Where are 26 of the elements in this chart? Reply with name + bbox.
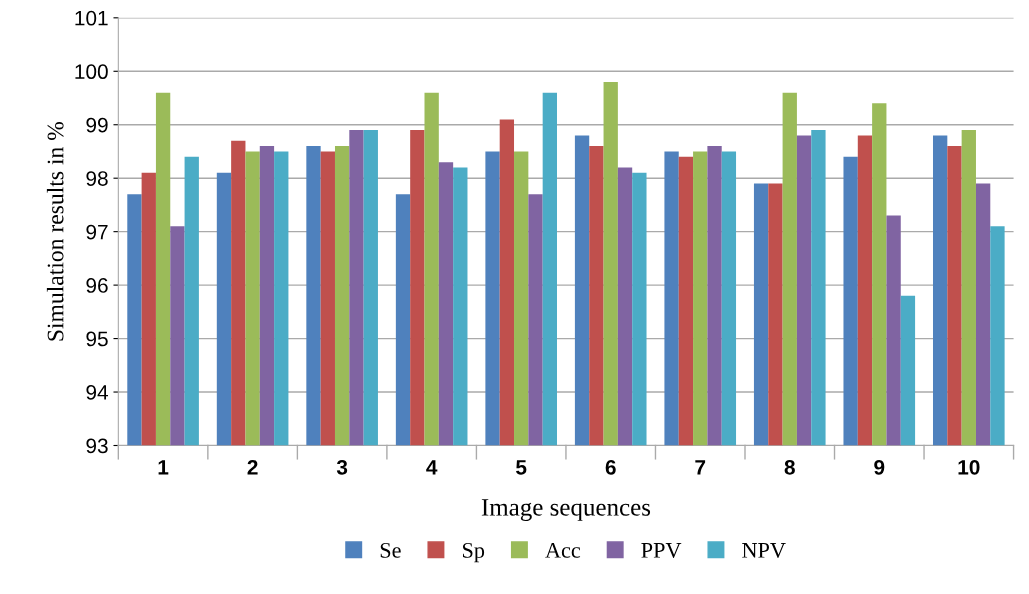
x-tick-label: 6 [605,459,616,475]
x-tick-label: 10 [958,459,980,475]
x-axis-title: Image sequences [481,499,651,521]
y-tick-label: 100 [75,64,108,80]
y-axis-title: Simulation results in % [46,121,64,341]
y-tick-label: 99 [86,117,108,133]
x-tick-label: 2 [247,459,258,475]
x-tick-label: 3 [336,459,348,475]
x-tick-label: 1 [158,460,169,475]
legend-label: Acc [545,542,581,558]
legend-label: Se [380,542,401,558]
y-tick-label: 101 [75,10,108,26]
y-tick-label: 97 [86,224,108,240]
y-tick-label: 98 [86,171,108,186]
y-tick-label: 93 [86,438,108,454]
y-tick-label: 96 [86,278,108,293]
y-tick-label: 95 [86,331,108,347]
x-tick-label: 7 [695,460,706,475]
legend-label: Sp [462,542,485,563]
x-tick-label: 4 [426,460,438,475]
x-tick-label: 8 [784,459,795,475]
x-tick-label: 5 [516,460,527,475]
legend-label: PPV [641,543,682,558]
x-tick-label: 9 [874,459,885,475]
legend-label: NPV [742,543,786,558]
y-tick-label: 94 [86,385,109,400]
